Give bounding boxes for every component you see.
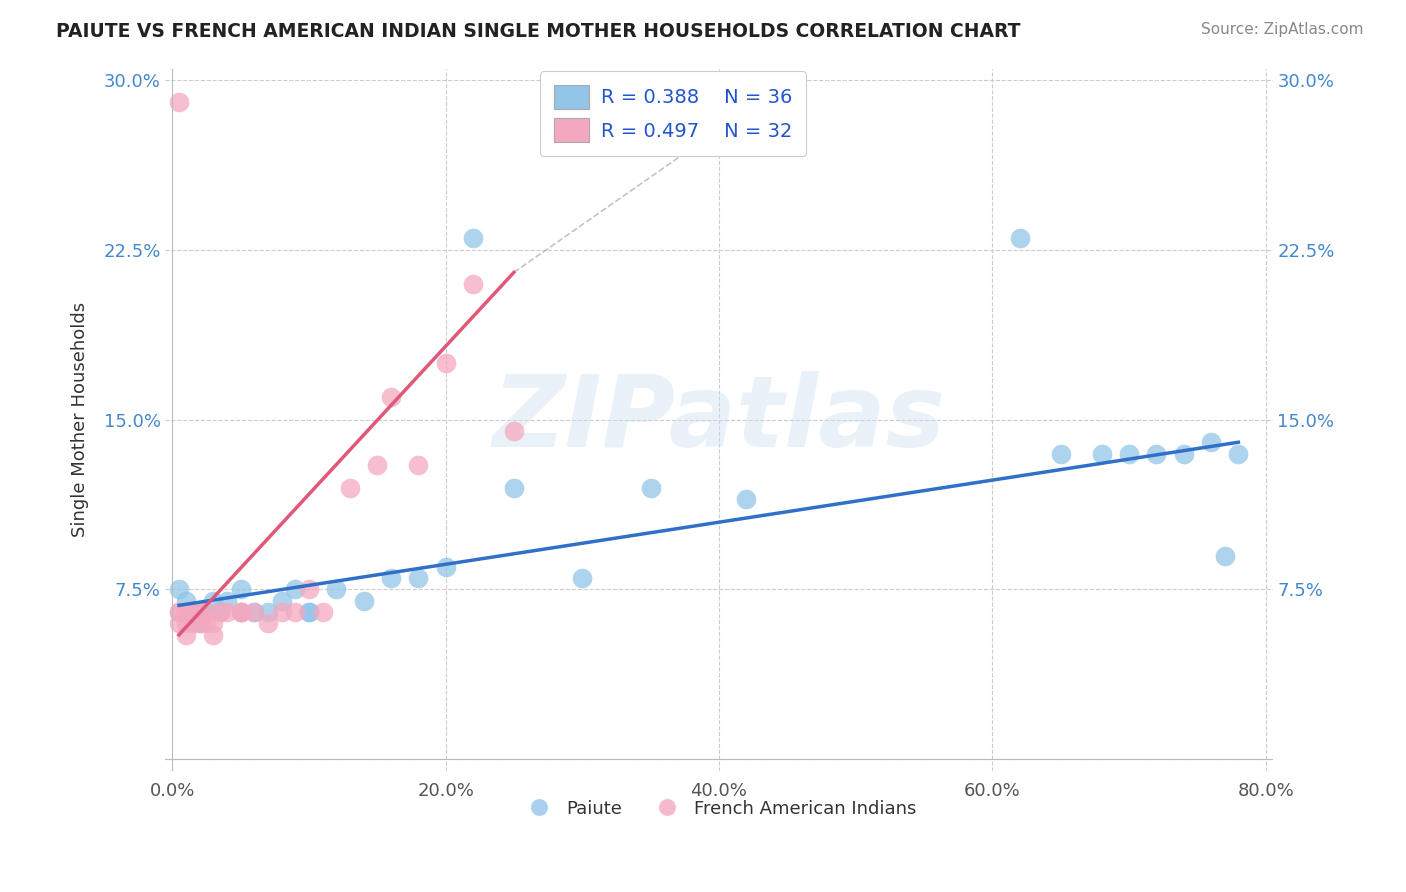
Point	[461, 277, 484, 291]
Point	[1213, 549, 1236, 563]
Point	[366, 458, 388, 472]
Point	[174, 616, 197, 631]
Point	[209, 605, 232, 619]
Point	[270, 594, 292, 608]
Point	[195, 605, 218, 619]
Point	[1091, 447, 1114, 461]
Point	[735, 491, 758, 506]
Point	[243, 605, 266, 619]
Point	[325, 582, 347, 597]
Point	[188, 605, 211, 619]
Point	[434, 356, 457, 370]
Point	[353, 594, 375, 608]
Point	[640, 481, 662, 495]
Point	[229, 605, 252, 619]
Point	[284, 605, 307, 619]
Point	[1118, 447, 1140, 461]
Point	[167, 605, 190, 619]
Point	[257, 616, 280, 631]
Point	[181, 616, 204, 631]
Point	[202, 628, 225, 642]
Point	[215, 594, 238, 608]
Text: ZIPatlas: ZIPatlas	[492, 371, 945, 468]
Point	[209, 605, 232, 619]
Point	[181, 605, 204, 619]
Point	[1144, 447, 1167, 461]
Point	[380, 571, 402, 585]
Point	[215, 605, 238, 619]
Point	[167, 605, 190, 619]
Y-axis label: Single Mother Households: Single Mother Households	[72, 302, 89, 537]
Legend: Paiute, French American Indians: Paiute, French American Indians	[515, 792, 924, 825]
Point	[406, 458, 429, 472]
Point	[339, 481, 361, 495]
Point	[284, 582, 307, 597]
Text: Source: ZipAtlas.com: Source: ZipAtlas.com	[1201, 22, 1364, 37]
Text: PAIUTE VS FRENCH AMERICAN INDIAN SINGLE MOTHER HOUSEHOLDS CORRELATION CHART: PAIUTE VS FRENCH AMERICAN INDIAN SINGLE …	[56, 22, 1021, 41]
Point	[167, 95, 190, 110]
Point	[298, 605, 321, 619]
Point	[571, 571, 593, 585]
Point	[188, 616, 211, 631]
Point	[380, 390, 402, 404]
Point	[1199, 435, 1222, 450]
Point	[298, 582, 321, 597]
Point	[174, 628, 197, 642]
Point	[461, 231, 484, 245]
Point	[406, 571, 429, 585]
Point	[243, 605, 266, 619]
Point	[202, 616, 225, 631]
Point	[311, 605, 333, 619]
Point	[188, 605, 211, 619]
Point	[1008, 231, 1031, 245]
Point	[229, 582, 252, 597]
Point	[229, 605, 252, 619]
Point	[174, 605, 197, 619]
Point	[1049, 447, 1071, 461]
Point	[181, 605, 204, 619]
Point	[257, 605, 280, 619]
Point	[229, 605, 252, 619]
Point	[1173, 447, 1195, 461]
Point	[298, 605, 321, 619]
Point	[270, 605, 292, 619]
Point	[195, 605, 218, 619]
Point	[503, 481, 526, 495]
Point	[195, 616, 218, 631]
Point	[503, 424, 526, 438]
Point	[434, 559, 457, 574]
Point	[174, 594, 197, 608]
Point	[167, 616, 190, 631]
Point	[202, 594, 225, 608]
Point	[188, 616, 211, 631]
Point	[1227, 447, 1250, 461]
Point	[167, 582, 190, 597]
